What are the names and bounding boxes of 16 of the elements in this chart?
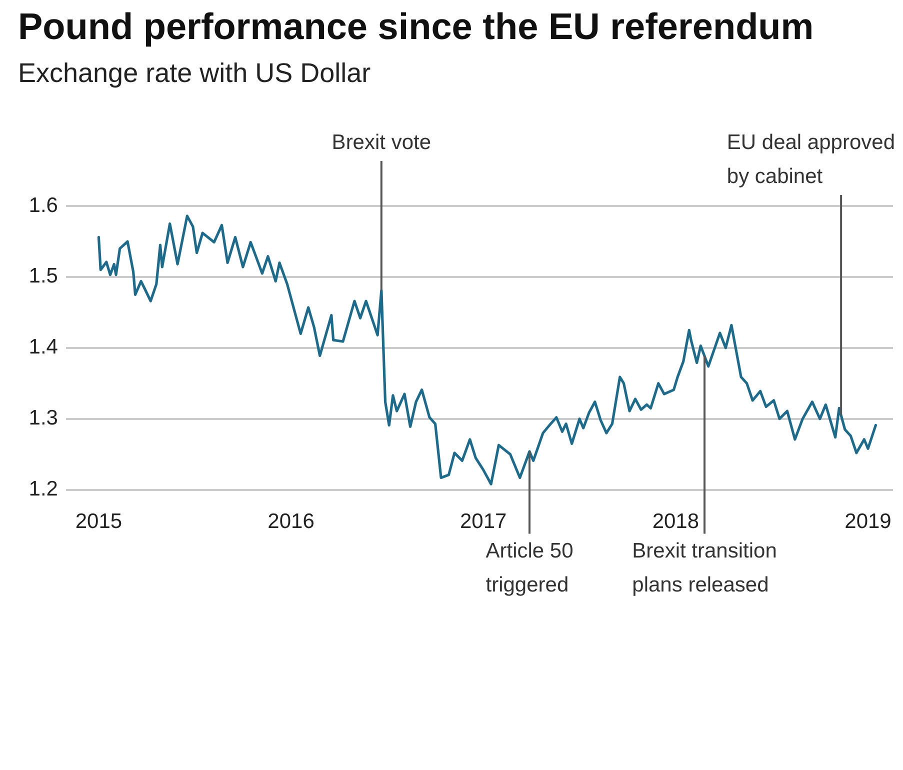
y-tick-label: 1.6 <box>28 194 58 217</box>
y-tick-label: 1.4 <box>28 336 58 359</box>
x-tick-label: 2016 <box>268 510 314 534</box>
x-tick-label: 2015 <box>75 510 122 534</box>
y-tick-label: 1.3 <box>28 406 58 430</box>
x-tick-label: 2018 <box>652 510 700 534</box>
ref-line-label: Brexit transition plans released <box>632 540 777 597</box>
x-tick-label: 2019 <box>844 510 892 534</box>
y-tick-label: 1.2 <box>28 478 58 501</box>
ref-line-label: Article 50 triggered <box>486 540 574 597</box>
chart-subtitle: Exchange rate with US Dollar <box>18 58 371 89</box>
chart-title: Pound performance since the EU referendum <box>18 6 814 48</box>
ref-line-label: EU deal approved by cabinet <box>726 130 896 188</box>
x-tick-label: 2017 <box>460 510 507 534</box>
y-tick-label: 1.5 <box>28 264 58 288</box>
ref-line-label: Brexit vote <box>332 130 432 154</box>
